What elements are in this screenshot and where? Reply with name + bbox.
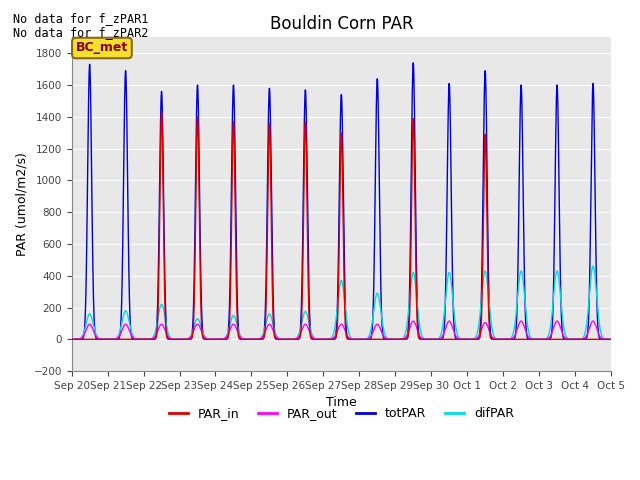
Title: Bouldin Corn PAR: Bouldin Corn PAR <box>269 15 413 33</box>
X-axis label: Time: Time <box>326 396 356 409</box>
Legend: PAR_in, PAR_out, totPAR, difPAR: PAR_in, PAR_out, totPAR, difPAR <box>164 402 519 425</box>
Y-axis label: PAR (umol/m2/s): PAR (umol/m2/s) <box>15 152 28 256</box>
Text: No data for f_zPAR1: No data for f_zPAR1 <box>13 12 148 25</box>
Text: BC_met: BC_met <box>76 41 128 55</box>
Text: No data for f_zPAR2: No data for f_zPAR2 <box>13 26 148 39</box>
